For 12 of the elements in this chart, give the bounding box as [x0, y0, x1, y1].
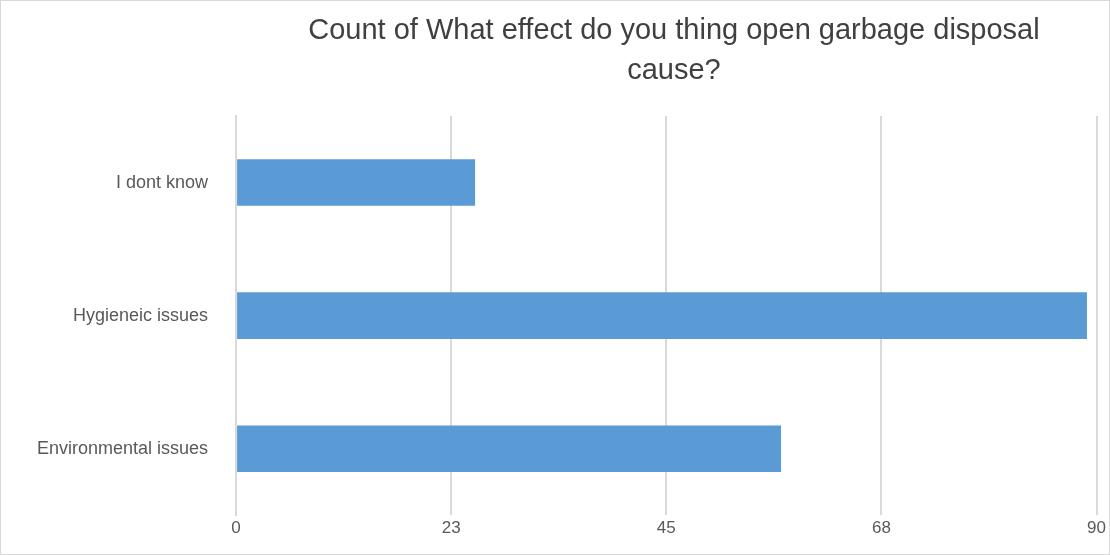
x-tick-label: 45 [656, 518, 676, 538]
bar [237, 425, 782, 472]
bar [237, 292, 1087, 339]
x-tick-label: 68 [871, 518, 891, 538]
x-tick-label: 90 [1087, 518, 1107, 538]
bar [237, 159, 476, 206]
chart-title: Count of What effect do you thing open garbage disposal cause? [307, 12, 1041, 87]
x-tick-label: 23 [441, 518, 461, 538]
y-tick-label: Hygieneic issues [73, 304, 209, 325]
y-tick-label: Environmental issues [36, 437, 209, 458]
x-tick-label: 0 [231, 518, 241, 538]
y-tick-label: I dont know [116, 171, 210, 192]
